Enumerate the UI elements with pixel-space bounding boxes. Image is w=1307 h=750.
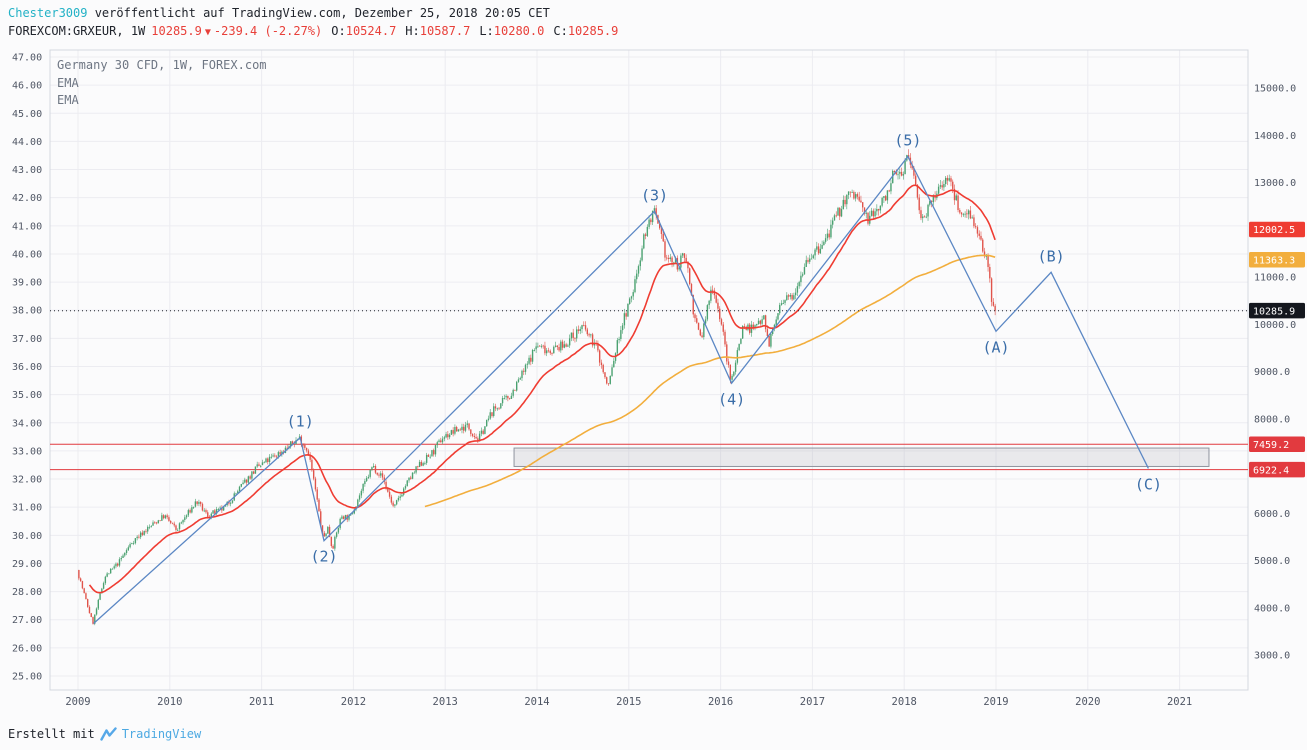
svg-text:6922.4: 6922.4 — [1253, 465, 1289, 476]
svg-text:2012: 2012 — [341, 696, 366, 708]
svg-text:4000.0: 4000.0 — [1254, 603, 1290, 614]
publish-info-line: Chester3009 veröffentlicht auf TradingVi… — [8, 5, 618, 22]
close-value: 10285.9 — [567, 24, 619, 38]
chart-legend: Germany 30 CFD, 1W, FOREX.com EMA EMA — [57, 57, 267, 110]
low-value: 10280.0 — [493, 24, 545, 38]
svg-text:2014: 2014 — [524, 696, 549, 708]
legend-ema-1[interactable]: EMA — [57, 75, 79, 90]
svg-text:27.00: 27.00 — [12, 615, 42, 626]
tradingview-logo-icon — [100, 727, 117, 741]
svg-text:15000.0: 15000.0 — [1254, 84, 1296, 95]
username-link[interactable]: Chester3009 — [8, 6, 88, 20]
symbol-label: FOREXCOM:GRXEUR, 1W — [8, 24, 146, 38]
svg-text:41.00: 41.00 — [12, 221, 42, 232]
svg-text:35.00: 35.00 — [12, 390, 42, 401]
svg-text:30.00: 30.00 — [12, 531, 42, 542]
svg-text:2010: 2010 — [157, 696, 182, 708]
svg-text:34.00: 34.00 — [12, 418, 42, 429]
svg-text:(C): (C) — [1135, 475, 1162, 493]
svg-text:11000.0: 11000.0 — [1254, 273, 1296, 284]
svg-text:2013: 2013 — [433, 696, 458, 708]
svg-text:42.00: 42.00 — [12, 193, 42, 204]
svg-text:26.00: 26.00 — [12, 643, 42, 654]
tradingview-brand-link[interactable]: TradingView — [121, 727, 202, 741]
svg-text:3000.0: 3000.0 — [1254, 651, 1290, 662]
legend-ema-2[interactable]: EMA — [57, 93, 79, 107]
high-label: H: — [405, 24, 420, 38]
svg-text:2019: 2019 — [983, 696, 1008, 708]
published-text: veröffentlicht auf TradingView.com, Deze… — [87, 6, 550, 20]
svg-text:6000.0: 6000.0 — [1254, 509, 1290, 520]
svg-text:33.00: 33.00 — [12, 446, 42, 457]
svg-text:11363.3: 11363.3 — [1253, 255, 1295, 266]
svg-text:2021: 2021 — [1167, 696, 1192, 708]
svg-text:5000.0: 5000.0 — [1254, 556, 1290, 567]
svg-text:14000.0: 14000.0 — [1254, 131, 1296, 142]
high-value: 10587.7 — [419, 24, 471, 38]
svg-text:(5): (5) — [894, 132, 921, 150]
last-price: 10285.9 — [151, 24, 202, 38]
svg-text:40.00: 40.00 — [12, 250, 42, 261]
svg-text:(2): (2) — [310, 548, 337, 566]
svg-text:(1): (1) — [287, 413, 314, 431]
close-label: C: — [553, 24, 568, 38]
svg-text:(B): (B) — [1038, 247, 1065, 265]
svg-text:2009: 2009 — [65, 696, 90, 708]
low-label: L: — [479, 24, 494, 38]
svg-text:2018: 2018 — [892, 696, 917, 708]
svg-text:36.00: 36.00 — [12, 362, 42, 373]
svg-text:12002.5: 12002.5 — [1253, 225, 1295, 236]
svg-text:2020: 2020 — [1075, 696, 1100, 708]
open-label: O: — [331, 24, 346, 38]
svg-text:37.00: 37.00 — [12, 334, 42, 345]
svg-text:10285.9: 10285.9 — [1253, 306, 1295, 317]
svg-text:2016: 2016 — [708, 696, 733, 708]
svg-text:31.00: 31.00 — [12, 503, 42, 514]
svg-text:25.00: 25.00 — [12, 672, 42, 683]
svg-text:39.00: 39.00 — [12, 278, 42, 289]
open-value: 10524.7 — [345, 24, 397, 38]
down-arrow-icon: ▼ — [204, 27, 211, 38]
svg-text:13000.0: 13000.0 — [1254, 178, 1296, 189]
legend-title[interactable]: Germany 30 CFD, 1W, FOREX.com — [57, 58, 267, 72]
svg-text:2017: 2017 — [800, 696, 825, 708]
svg-text:7459.2: 7459.2 — [1253, 440, 1289, 451]
header: Chester3009 veröffentlicht auf TradingVi… — [8, 5, 618, 41]
svg-text:2015: 2015 — [616, 696, 641, 708]
svg-text:43.00: 43.00 — [12, 165, 42, 176]
svg-text:(A): (A) — [982, 338, 1009, 356]
svg-text:9000.0: 9000.0 — [1254, 367, 1290, 378]
symbol-info-line: FOREXCOM:GRXEUR, 1W 10285.9 ▼ -239.4 (-2… — [8, 23, 618, 41]
svg-text:8000.0: 8000.0 — [1254, 414, 1290, 425]
footer: Erstellt mit TradingView — [8, 727, 201, 741]
svg-text:(4): (4) — [718, 390, 745, 408]
svg-text:46.00: 46.00 — [12, 81, 42, 92]
svg-text:45.00: 45.00 — [12, 109, 42, 120]
svg-text:(3): (3) — [641, 186, 668, 204]
svg-text:38.00: 38.00 — [12, 306, 42, 317]
svg-text:47.00: 47.00 — [12, 53, 42, 64]
svg-text:28.00: 28.00 — [12, 587, 42, 598]
svg-text:2011: 2011 — [249, 696, 274, 708]
svg-text:10000.0: 10000.0 — [1254, 320, 1296, 331]
svg-text:44.00: 44.00 — [12, 137, 42, 148]
created-with-text: Erstellt mit — [8, 727, 95, 741]
svg-text:29.00: 29.00 — [12, 559, 42, 570]
price-change: -239.4 (-2.27%) — [213, 24, 323, 38]
svg-text:32.00: 32.00 — [12, 475, 42, 486]
